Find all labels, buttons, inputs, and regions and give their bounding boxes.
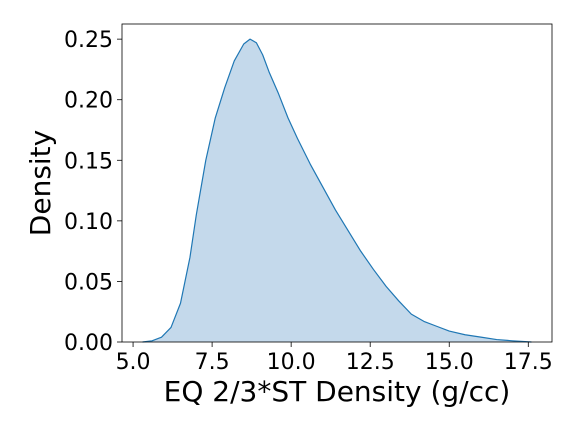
x-tick-label: 12.5 <box>346 350 395 375</box>
density-curve-line <box>142 38 532 343</box>
x-tick-label: 5.0 <box>116 350 151 375</box>
x-tick-label: 17.5 <box>504 350 553 375</box>
x-tick-label: 10.0 <box>267 350 316 375</box>
y-axis-label: Density <box>24 130 57 236</box>
y-tick-label: 0.00 <box>64 331 113 356</box>
y-tick-label: 0.15 <box>64 149 113 174</box>
axes: 5.0 7.5 10.0 12.5 15.0 17.5 0.00 0.05 0.10 0.15 0.… <box>64 23 553 375</box>
plot-area <box>142 38 532 343</box>
plot-frame <box>121 23 553 343</box>
x-tick-label: 15.0 <box>425 350 474 375</box>
y-tick-label: 0.20 <box>64 89 113 114</box>
y-tick-label: 0.10 <box>64 210 113 235</box>
x-tick-label: 7.5 <box>195 350 230 375</box>
y-tick-label: 0.25 <box>64 28 113 53</box>
x-axis-label: EQ 2/3*ST Density (g/cc) <box>164 375 511 408</box>
y-tick-label: 0.05 <box>64 270 113 295</box>
density-fill-area <box>142 39 532 342</box>
